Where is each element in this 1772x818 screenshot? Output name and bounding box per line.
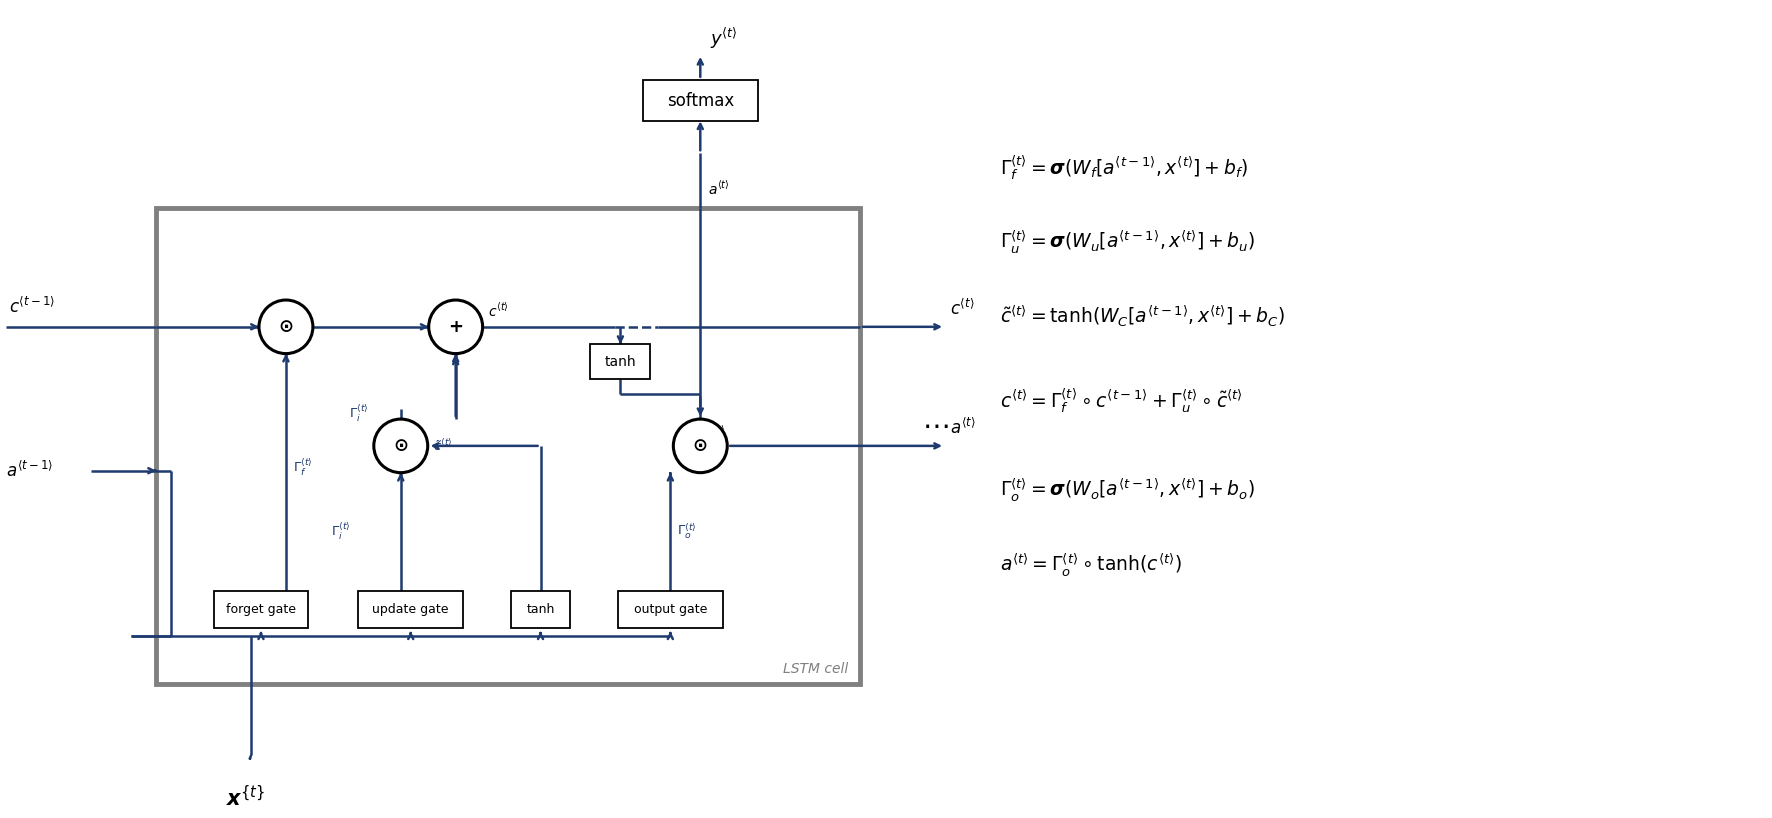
Text: $\Gamma_o^{\langle t\rangle}$: $\Gamma_o^{\langle t\rangle}$ xyxy=(677,522,696,542)
Text: $\Gamma_i^{\langle t\rangle}$: $\Gamma_i^{\langle t\rangle}$ xyxy=(349,403,369,424)
Text: $a^{\langle t\rangle}$: $a^{\langle t\rangle}$ xyxy=(709,180,730,198)
FancyBboxPatch shape xyxy=(590,344,650,379)
Text: +: + xyxy=(448,318,462,336)
Text: update gate: update gate xyxy=(372,603,448,616)
Text: forget gate: forget gate xyxy=(227,603,296,616)
Text: output gate: output gate xyxy=(634,603,707,616)
Text: $\Gamma_f^{\langle t\rangle}$: $\Gamma_f^{\langle t\rangle}$ xyxy=(292,456,312,478)
Text: $\cdots$: $\cdots$ xyxy=(921,412,948,440)
Text: $\Gamma_f^{\langle t\rangle} = \boldsymbol{\sigma}(W_f[a^{\langle t-1\rangle},x^: $\Gamma_f^{\langle t\rangle} = \boldsymb… xyxy=(999,154,1247,182)
FancyBboxPatch shape xyxy=(358,591,462,628)
Text: LSTM cell: LSTM cell xyxy=(783,662,849,676)
Circle shape xyxy=(673,419,727,473)
Text: softmax: softmax xyxy=(666,92,734,110)
Text: $c^{\langle t-1\rangle}$: $c^{\langle t-1\rangle}$ xyxy=(9,297,55,317)
Circle shape xyxy=(429,300,482,353)
Text: $\Gamma_u^{\langle t\rangle} = \boldsymbol{\sigma}(W_u[a^{\langle t-1\rangle},x^: $\Gamma_u^{\langle t\rangle} = \boldsymb… xyxy=(999,229,1255,256)
FancyBboxPatch shape xyxy=(510,591,571,628)
FancyBboxPatch shape xyxy=(214,591,308,628)
FancyBboxPatch shape xyxy=(643,80,758,121)
Text: tanh: tanh xyxy=(526,603,555,616)
Text: ⊙: ⊙ xyxy=(393,437,408,455)
Text: $c^{\langle t\rangle}$: $c^{\langle t\rangle}$ xyxy=(626,347,643,362)
FancyBboxPatch shape xyxy=(618,591,723,628)
Text: ⊙: ⊙ xyxy=(693,437,707,455)
Text: $a^{\langle t-1\rangle}$: $a^{\langle t-1\rangle}$ xyxy=(7,461,53,481)
Text: tanh: tanh xyxy=(604,354,636,369)
Text: $c^{\langle t\rangle}$: $c^{\langle t\rangle}$ xyxy=(487,302,509,320)
Text: $y^{\langle t\rangle}$: $y^{\langle t\rangle}$ xyxy=(711,26,737,51)
Text: $\Gamma_o^{\langle t\rangle} = \boldsymbol{\sigma}(W_o[a^{\langle t-1\rangle},x^: $\Gamma_o^{\langle t\rangle} = \boldsymb… xyxy=(999,477,1255,504)
Text: $a^{\langle t\rangle}$: $a^{\langle t\rangle}$ xyxy=(705,425,725,441)
Text: $\tilde{c}^{\langle t\rangle}$: $\tilde{c}^{\langle t\rangle}$ xyxy=(432,438,452,454)
Text: $\boldsymbol{x}^{\{t\}}$: $\boldsymbol{x}^{\{t\}}$ xyxy=(227,785,266,811)
Text: $c^{\langle t\rangle}$: $c^{\langle t\rangle}$ xyxy=(950,299,975,319)
Text: $\tilde{c}^{\langle t\rangle} = \tanh(W_C[a^{\langle t-1\rangle},x^{\langle t\ra: $\tilde{c}^{\langle t\rangle} = \tanh(W_… xyxy=(999,304,1285,330)
Text: ⊙: ⊙ xyxy=(278,318,294,336)
Circle shape xyxy=(259,300,314,353)
Text: $c^{\langle t\rangle} = \Gamma_f^{\langle t\rangle} \circ c^{\langle t-1\rangle}: $c^{\langle t\rangle} = \Gamma_f^{\langl… xyxy=(999,387,1242,416)
Text: $a^{\langle t\rangle} = \Gamma_o^{\langle t\rangle} \circ \tanh(c^{\langle t\ran: $a^{\langle t\rangle} = \Gamma_o^{\langl… xyxy=(999,551,1182,578)
Text: $a^{\langle t\rangle}$: $a^{\langle t\rangle}$ xyxy=(950,418,976,438)
Text: $\Gamma_i^{\langle t\rangle}$: $\Gamma_i^{\langle t\rangle}$ xyxy=(331,521,351,542)
Circle shape xyxy=(374,419,427,473)
